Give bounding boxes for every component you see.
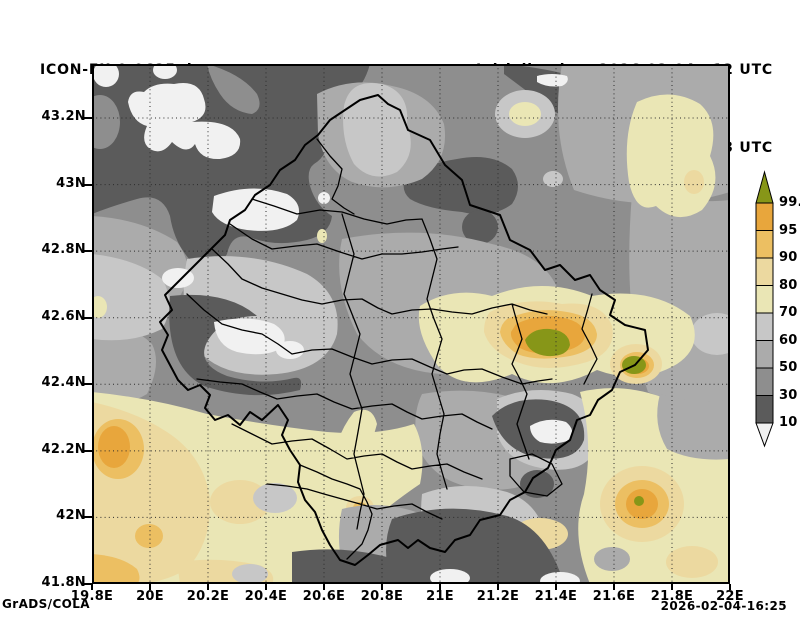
lat-tick-label: 42.6N [41, 308, 86, 324]
colorbar-tick-label: 90 [779, 250, 798, 265]
lon-tick-label: 20.6E [302, 589, 346, 604]
lon-tick-label: 21.8E [650, 589, 694, 604]
generation-timestamp: 2026-02-04-16:25 [660, 599, 787, 613]
grads-credit: GrADS/COLA [2, 597, 90, 611]
lon-tick-label: 21.2E [476, 589, 520, 604]
colorbar-legend: 99.5 95 90 80 70 60 50 30 10 [750, 165, 800, 457]
colorbar-segment [755, 340, 774, 369]
lon-tick-mark [149, 584, 151, 590]
lat-tick-mark [84, 449, 92, 452]
lon-tick-label: 21.4E [534, 589, 578, 604]
lon-tick-label: 20.4E [244, 589, 288, 604]
lat-tick-mark [84, 250, 92, 253]
colorbar-tick-label: 50 [779, 360, 798, 375]
lon-tick-mark [207, 584, 209, 590]
lat-tick-label: 42.4N [41, 375, 86, 391]
map-plot [92, 64, 730, 584]
lat-tick-label: 42.2N [41, 441, 86, 457]
lat-tick-mark [84, 183, 92, 186]
country-border [159, 94, 649, 566]
cloud-shading [92, 64, 730, 584]
lon-tick-label: 20.2E [186, 589, 230, 604]
lat-tick-mark [84, 316, 92, 319]
lat-tick-mark [84, 117, 92, 119]
lon-tick-label: 20E [136, 589, 164, 604]
district-borders [186, 138, 598, 560]
colorbar-segment [755, 170, 774, 204]
colorbar-segment [755, 257, 774, 286]
lat-tick-label: 43.2N [41, 109, 86, 124]
lon-tick-mark [729, 584, 731, 590]
lon-tick-label: 20.8E [360, 589, 404, 604]
lat-tick-mark [84, 516, 92, 519]
colorbar-segment [755, 367, 774, 396]
colorbar-tick-label: 70 [779, 305, 798, 320]
lon-tick-label: 19.8E [70, 589, 114, 604]
map-frame [92, 64, 730, 584]
colorbar [755, 170, 774, 448]
lat-tick-mark [84, 582, 92, 585]
lon-tick-mark [323, 584, 325, 590]
colorbar-segment [755, 395, 774, 424]
colorbar-segment [755, 285, 774, 314]
lon-tick-mark [381, 584, 383, 590]
colorbar-segment [755, 312, 774, 341]
lon-tick-mark [91, 584, 93, 590]
lon-tick-label: 21E [426, 589, 454, 604]
colorbar-tick-label: 95 [779, 222, 798, 238]
lon-tick-mark [265, 584, 267, 590]
lat-tick-label: 41.8N [41, 574, 86, 590]
colorbar-segment [755, 202, 774, 231]
colorbar-segment [755, 422, 774, 448]
lon-tick-label: 21.6E [592, 589, 636, 604]
lat-tick-label: 42N [56, 508, 86, 524]
lat-tick-mark [84, 383, 92, 386]
colorbar-tick-label: 60 [779, 332, 798, 348]
lat-tick-label: 42.8N [41, 242, 86, 258]
lon-tick-mark [555, 584, 557, 590]
lon-tick-mark [497, 584, 499, 590]
colorbar-tick-label: 10 [779, 415, 798, 430]
colorbar-tick-label: 80 [779, 277, 798, 293]
colorbar-tick-label: 30 [779, 387, 798, 403]
lon-tick-mark [613, 584, 615, 590]
colorbar-tick-label: 99.5 [779, 195, 800, 210]
lon-tick-label: 22E [716, 589, 744, 604]
lon-tick-mark [439, 584, 441, 590]
lat-tick-label: 43N [56, 175, 86, 191]
colorbar-segment [755, 230, 774, 259]
cloud-cover-map [92, 64, 730, 584]
lon-tick-mark [671, 584, 673, 590]
